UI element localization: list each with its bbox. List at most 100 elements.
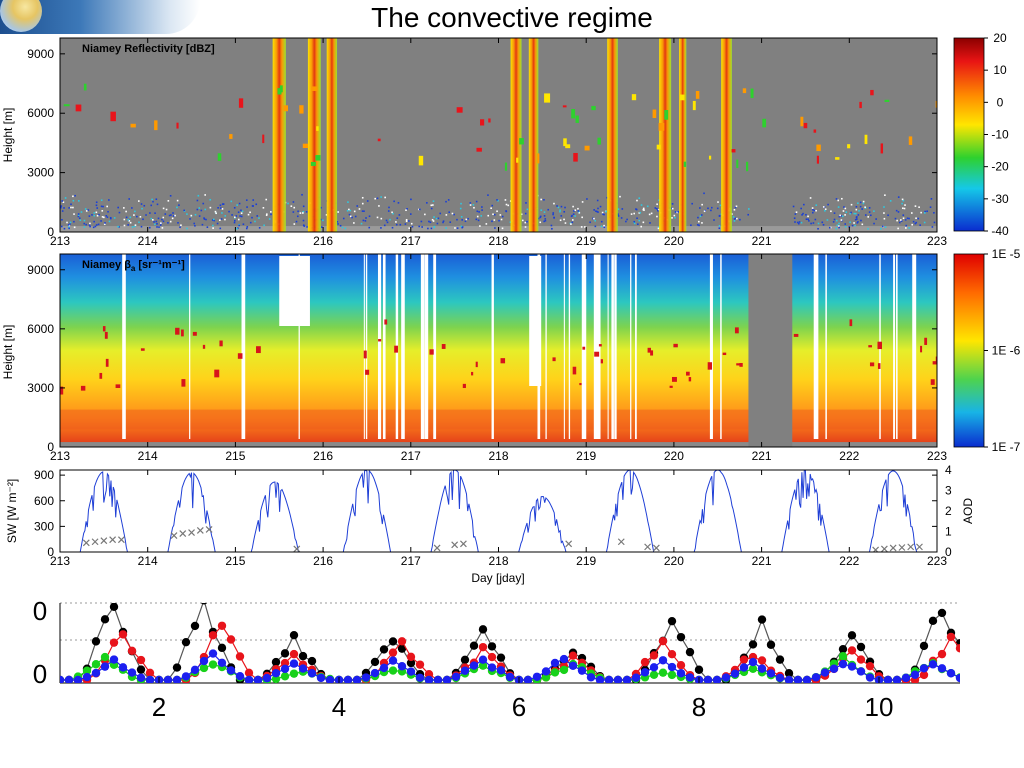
echo-speck (656, 203, 658, 206)
echo-speck (362, 219, 365, 222)
diurnal-point (919, 664, 929, 673)
x-tick-label: 217 (401, 449, 421, 463)
aod-point (459, 540, 467, 548)
echo-speck (164, 213, 167, 215)
echo-speck (735, 217, 737, 220)
echo-speck (219, 207, 222, 209)
echo-speck (385, 219, 388, 222)
echo-speck (671, 203, 674, 205)
diurnal-point (523, 675, 533, 683)
colorbar-tick-label: 20 (993, 31, 1007, 45)
echo-speck (399, 223, 402, 226)
echo-speck (456, 227, 459, 229)
echo-speck (540, 198, 542, 201)
diurnal-point (658, 668, 668, 677)
echo-speck (431, 218, 434, 221)
echo-speck (228, 210, 230, 213)
cloud-cell (868, 345, 872, 348)
echo-speck (105, 214, 108, 217)
echo-speck (690, 224, 692, 227)
echo-speck (594, 219, 596, 222)
aod-point (889, 544, 897, 552)
diurnal-point (838, 644, 848, 654)
echo-speck (162, 220, 165, 223)
echo-speck (854, 224, 856, 227)
echo-speck (217, 207, 219, 209)
diurnal-point (271, 668, 281, 678)
echo-speck (349, 215, 352, 218)
echo-speck (127, 218, 130, 221)
diurnal-point (613, 675, 623, 683)
echo-speck (646, 205, 649, 208)
echo-speck (219, 204, 222, 207)
diurnal-point (856, 642, 866, 652)
echo-speck (186, 227, 188, 230)
echo-cell (377, 138, 381, 142)
diurnal-point (109, 655, 119, 664)
x-tick-label: 222 (839, 449, 859, 463)
echo-speck (638, 212, 641, 214)
echo-speck (95, 211, 98, 214)
echo-speck (61, 218, 63, 221)
signal-gap (363, 254, 365, 439)
echo-speck (900, 219, 902, 221)
echo-speck (194, 213, 197, 216)
echo-speck (408, 220, 410, 222)
echo-speck (290, 205, 293, 207)
diurnal-point (496, 653, 506, 662)
echo-speck (857, 214, 860, 216)
echo-speck (571, 214, 573, 217)
echo-speck (713, 219, 715, 221)
echo-speck (552, 213, 554, 216)
echo-speck (387, 210, 390, 212)
echo-speck (606, 196, 608, 199)
echo-speck (802, 212, 804, 215)
echo-speck (837, 206, 840, 208)
echo-speck (123, 218, 126, 221)
y-tick-label: 0 (33, 596, 47, 626)
echo-speck (221, 208, 224, 210)
echo-speck (240, 209, 242, 212)
echo-speck (649, 222, 651, 224)
echo-speck (368, 215, 371, 218)
echo-speck (133, 225, 136, 228)
echo-speck (96, 214, 99, 217)
echo-speck (821, 221, 824, 224)
echo-speck (870, 214, 872, 217)
echo-speck (577, 210, 580, 212)
echo-speck (212, 227, 214, 229)
echo-speck (707, 207, 709, 210)
echo-speck (348, 208, 350, 211)
echo-speck (433, 225, 436, 228)
echo-speck (445, 214, 448, 216)
diurnal-point (469, 641, 479, 650)
echo-speck (480, 215, 483, 217)
diurnal-point (847, 646, 857, 655)
echo-speck (857, 221, 859, 223)
echo-speck (882, 225, 884, 228)
echo-speck (698, 224, 700, 227)
x-tick-label: 221 (752, 554, 772, 568)
diurnal-point (226, 666, 236, 675)
cloud-cell (793, 333, 799, 337)
echo-speck (152, 219, 154, 221)
echo-speck (405, 220, 408, 223)
x-tick-label: 219 (576, 554, 596, 568)
echo-cell (908, 136, 913, 145)
echo-speck (570, 223, 572, 225)
echo-speck (437, 217, 440, 220)
cloud-cell (920, 345, 923, 353)
echo-speck (897, 211, 900, 213)
echo-speck (72, 206, 74, 209)
echo-speck (156, 223, 158, 225)
echo-speck (91, 214, 93, 216)
diurnal-point (919, 641, 929, 651)
reflectivity-colorbar-ticks: 20 10 0 -10 -20 -30 -40 (984, 31, 1009, 238)
echo-speck (353, 222, 355, 224)
echo-speck (875, 218, 877, 220)
echo-speck (391, 211, 393, 214)
echo-speck (77, 214, 80, 216)
echo-speck (926, 210, 928, 213)
echo-speck (525, 202, 527, 204)
echo-cell (816, 144, 821, 152)
